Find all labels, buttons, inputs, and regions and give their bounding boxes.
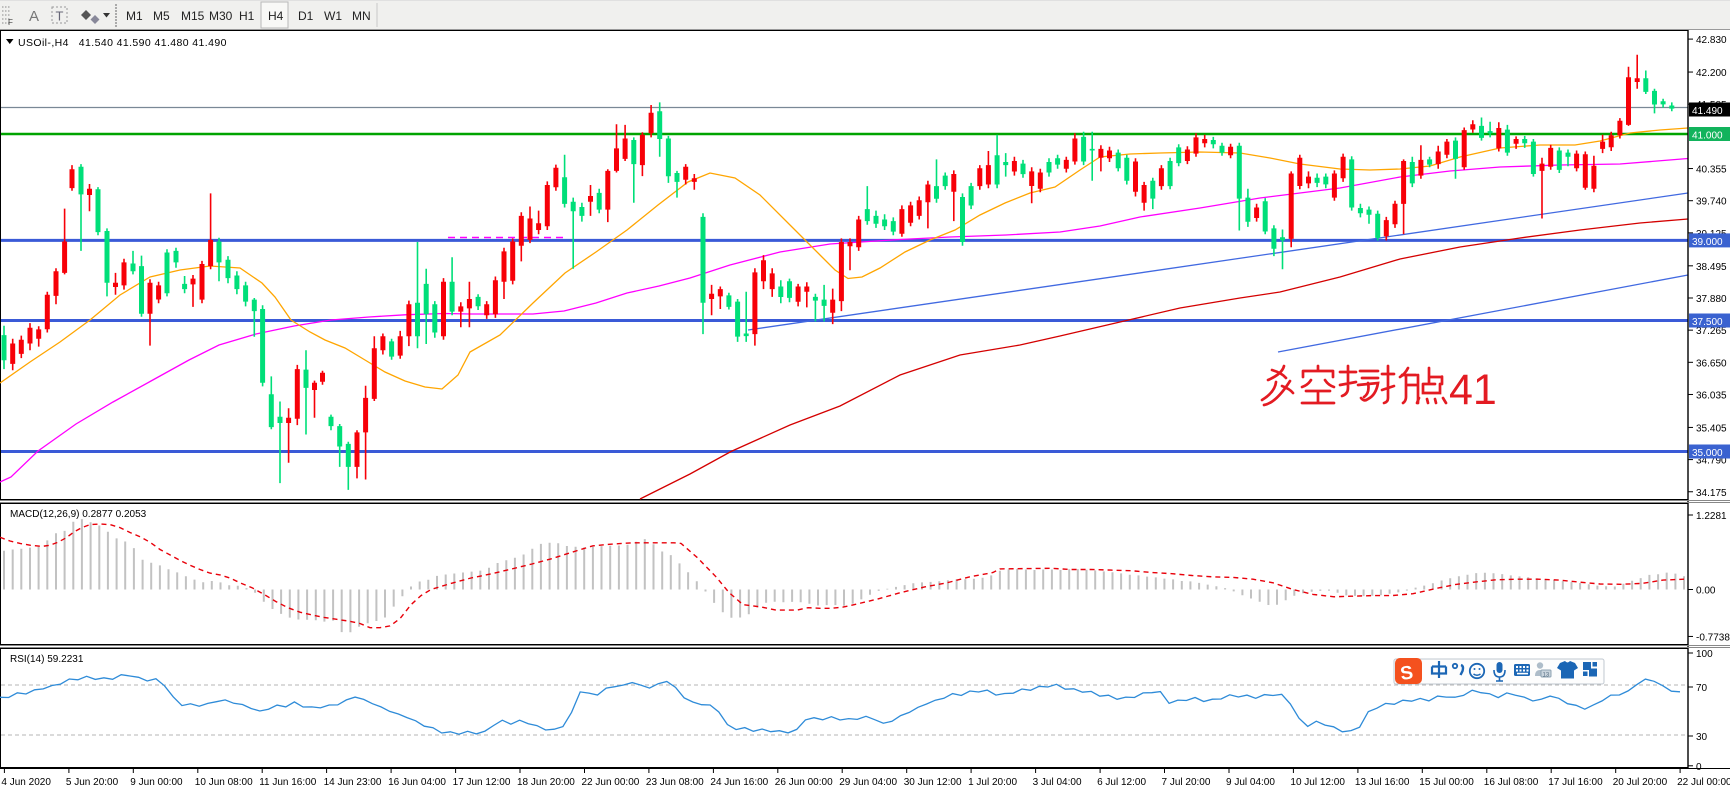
svg-text:5 Jun 20:00: 5 Jun 20:00 — [66, 777, 119, 788]
svg-text:H4: H4 — [268, 9, 284, 23]
svg-text:1 Jul 20:00: 1 Jul 20:00 — [968, 777, 1017, 788]
svg-text:F: F — [8, 18, 13, 27]
svg-text:41.000: 41.000 — [1692, 131, 1723, 142]
svg-text:22 Jun 00:00: 22 Jun 00:00 — [582, 777, 640, 788]
svg-text:-0.7738: -0.7738 — [1696, 632, 1730, 643]
svg-text:0: 0 — [1696, 762, 1702, 773]
svg-text:10 Jun 08:00: 10 Jun 08:00 — [195, 777, 253, 788]
svg-text:W1: W1 — [324, 9, 342, 23]
svg-text:13 Jul 16:00: 13 Jul 16:00 — [1355, 777, 1410, 788]
svg-text:M1: M1 — [126, 9, 143, 23]
svg-text:42.200: 42.200 — [1696, 68, 1727, 79]
svg-text:34.790: 34.790 — [1696, 456, 1727, 467]
svg-text:17 Jun 12:00: 17 Jun 12:00 — [453, 777, 511, 788]
svg-text:30 Jun 12:00: 30 Jun 12:00 — [904, 777, 962, 788]
svg-text:14 Jun 23:00: 14 Jun 23:00 — [324, 777, 382, 788]
svg-text:38.495: 38.495 — [1696, 262, 1727, 273]
svg-text:M30: M30 — [209, 9, 233, 23]
svg-text:35.000: 35.000 — [1692, 448, 1723, 459]
svg-text:MN: MN — [352, 9, 371, 23]
svg-text:36.650: 36.650 — [1696, 358, 1727, 369]
svg-text:26 Jun 00:00: 26 Jun 00:00 — [775, 777, 833, 788]
svg-text:S: S — [1399, 662, 1414, 685]
svg-text:USOil-,H4 41.540 41.590 41.4: USOil-,H4 41.540 41.590 41.480 41.490 — [18, 37, 227, 49]
svg-text:D1: D1 — [298, 9, 314, 23]
svg-text:15 Jul 00:00: 15 Jul 00:00 — [1419, 777, 1474, 788]
svg-text:0.00: 0.00 — [1696, 586, 1716, 597]
svg-text:3 Jul 04:00: 3 Jul 04:00 — [1033, 777, 1082, 788]
svg-text:41.490: 41.490 — [1692, 106, 1723, 117]
svg-text:M15: M15 — [181, 9, 205, 23]
svg-text:M5: M5 — [153, 9, 170, 23]
svg-text:40.355: 40.355 — [1696, 165, 1727, 176]
svg-text:37.880: 37.880 — [1696, 294, 1727, 305]
svg-text:4 Jun 2020: 4 Jun 2020 — [1, 777, 51, 788]
svg-text:RSI(14) 59.2231: RSI(14) 59.2231 — [10, 654, 84, 665]
svg-text:41: 41 — [1449, 366, 1497, 414]
svg-text:37.500: 37.500 — [1692, 317, 1723, 328]
svg-text:1.2281: 1.2281 — [1696, 511, 1727, 522]
svg-text:35.405: 35.405 — [1696, 423, 1727, 434]
svg-text:39.000: 39.000 — [1692, 237, 1723, 248]
svg-text:22 Jul 00:00: 22 Jul 00:00 — [1677, 777, 1730, 788]
svg-text:11 Jun 16:00: 11 Jun 16:00 — [259, 777, 317, 788]
svg-text:13: 13 — [1543, 673, 1550, 679]
svg-text:100: 100 — [1696, 649, 1713, 660]
svg-text:18 Jun 20:00: 18 Jun 20:00 — [517, 777, 575, 788]
svg-text:MACD(12,26,9) 0.2877 0.2053: MACD(12,26,9) 0.2877 0.2053 — [10, 509, 147, 520]
svg-text:17 Jul 16:00: 17 Jul 16:00 — [1548, 777, 1603, 788]
svg-text:37.265: 37.265 — [1696, 326, 1727, 337]
svg-text:A: A — [29, 8, 39, 25]
svg-text:29 Jun 04:00: 29 Jun 04:00 — [839, 777, 897, 788]
svg-text:70: 70 — [1696, 683, 1708, 694]
svg-text:42.830: 42.830 — [1696, 35, 1727, 46]
svg-text:10 Jul 12:00: 10 Jul 12:00 — [1290, 777, 1345, 788]
svg-text:34.175: 34.175 — [1696, 488, 1727, 499]
svg-text:24 Jun 16:00: 24 Jun 16:00 — [710, 777, 768, 788]
svg-text:H1: H1 — [239, 9, 255, 23]
svg-text:16 Jul 08:00: 16 Jul 08:00 — [1484, 777, 1539, 788]
svg-text:36.035: 36.035 — [1696, 390, 1727, 401]
svg-text:20 Jul 20:00: 20 Jul 20:00 — [1613, 777, 1668, 788]
svg-text:16 Jun 04:00: 16 Jun 04:00 — [388, 777, 446, 788]
svg-text:9 Jul 04:00: 9 Jul 04:00 — [1226, 777, 1275, 788]
svg-text:39.740: 39.740 — [1696, 197, 1727, 208]
svg-text:23 Jun 08:00: 23 Jun 08:00 — [646, 777, 704, 788]
svg-text:30: 30 — [1696, 732, 1708, 743]
svg-text:6 Jul 12:00: 6 Jul 12:00 — [1097, 777, 1146, 788]
svg-text:T: T — [56, 9, 64, 24]
svg-text:9 Jun 00:00: 9 Jun 00:00 — [130, 777, 183, 788]
svg-text:7 Jul 20:00: 7 Jul 20:00 — [1162, 777, 1211, 788]
